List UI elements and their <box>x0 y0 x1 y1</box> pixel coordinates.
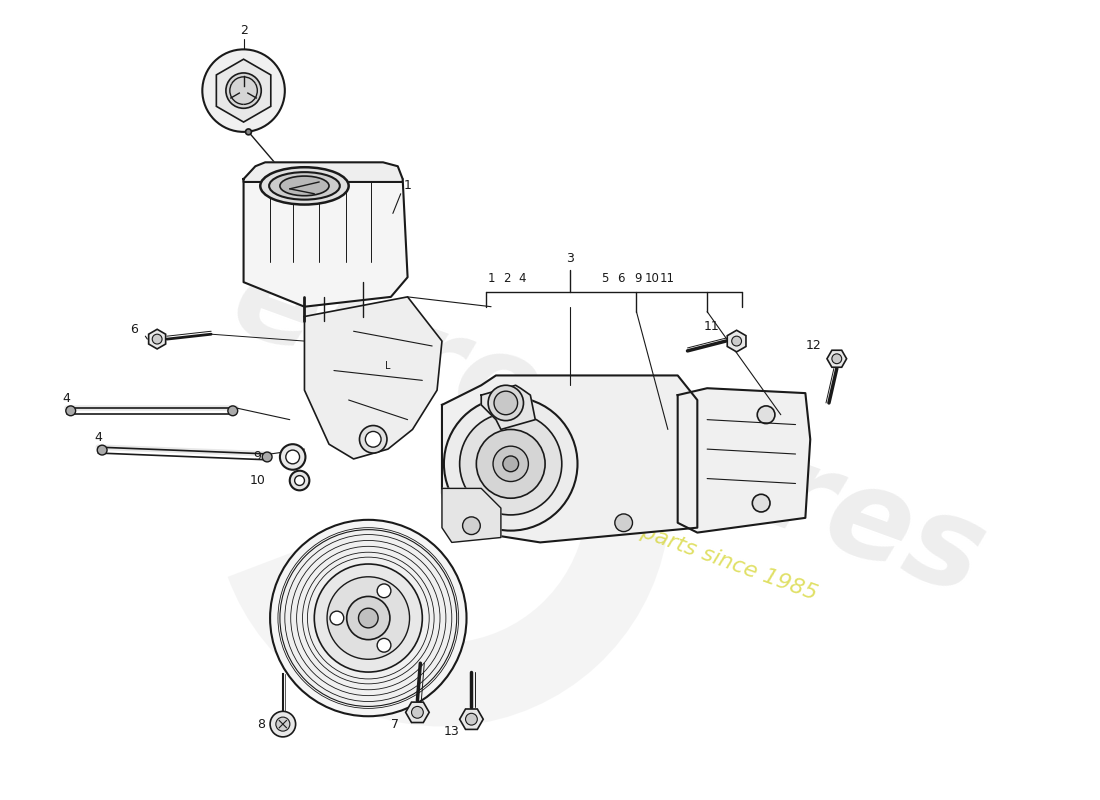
Circle shape <box>286 450 299 464</box>
Text: 11: 11 <box>703 320 719 333</box>
Text: 11: 11 <box>659 272 674 285</box>
Circle shape <box>327 577 409 659</box>
Circle shape <box>226 73 262 108</box>
Circle shape <box>494 391 518 414</box>
Circle shape <box>476 430 546 498</box>
Circle shape <box>757 406 774 423</box>
Polygon shape <box>727 330 746 352</box>
Circle shape <box>465 714 477 725</box>
Ellipse shape <box>270 172 340 200</box>
Circle shape <box>315 564 422 672</box>
Circle shape <box>488 386 524 421</box>
Text: L: L <box>385 361 390 370</box>
Text: 4: 4 <box>519 272 526 285</box>
Ellipse shape <box>261 167 349 205</box>
Text: 12: 12 <box>805 339 821 353</box>
Circle shape <box>460 413 562 515</box>
Text: 3: 3 <box>565 252 573 265</box>
Polygon shape <box>217 59 271 122</box>
Polygon shape <box>678 388 811 533</box>
Circle shape <box>66 406 76 416</box>
Text: 2: 2 <box>503 272 510 285</box>
Text: 4: 4 <box>63 391 70 405</box>
Polygon shape <box>442 375 697 542</box>
Text: 8: 8 <box>257 718 265 730</box>
Circle shape <box>377 584 390 598</box>
Circle shape <box>276 717 290 731</box>
Text: 1: 1 <box>404 179 411 192</box>
Circle shape <box>377 638 390 652</box>
Text: 9: 9 <box>635 272 642 285</box>
Ellipse shape <box>279 176 329 196</box>
Circle shape <box>732 336 741 346</box>
Circle shape <box>360 426 387 453</box>
Circle shape <box>262 452 272 462</box>
Circle shape <box>359 608 378 628</box>
Circle shape <box>365 431 381 447</box>
Text: 10: 10 <box>645 272 660 285</box>
Text: 5: 5 <box>602 272 608 285</box>
Polygon shape <box>148 330 166 349</box>
Text: a passion for parts since 1985: a passion for parts since 1985 <box>496 470 820 605</box>
Circle shape <box>615 514 632 532</box>
Circle shape <box>463 517 481 534</box>
Circle shape <box>152 334 162 344</box>
Text: 10: 10 <box>250 474 265 487</box>
Text: 6: 6 <box>617 272 625 285</box>
Circle shape <box>228 406 238 416</box>
Polygon shape <box>827 350 847 367</box>
Circle shape <box>411 706 424 718</box>
Circle shape <box>202 50 285 132</box>
Circle shape <box>493 446 528 482</box>
Text: 6: 6 <box>130 322 138 336</box>
Circle shape <box>752 494 770 512</box>
Circle shape <box>832 354 842 364</box>
Polygon shape <box>243 179 408 306</box>
Text: 2: 2 <box>240 24 248 38</box>
Circle shape <box>279 530 456 706</box>
Circle shape <box>503 456 518 472</box>
Circle shape <box>346 597 389 640</box>
Circle shape <box>279 444 306 470</box>
Circle shape <box>289 470 309 490</box>
Polygon shape <box>305 297 442 459</box>
Circle shape <box>271 711 296 737</box>
Circle shape <box>245 129 252 135</box>
Polygon shape <box>243 162 403 182</box>
Circle shape <box>444 397 578 530</box>
Circle shape <box>330 611 344 625</box>
Polygon shape <box>406 702 429 722</box>
Text: 4: 4 <box>95 431 102 444</box>
Circle shape <box>295 476 305 486</box>
Text: 13: 13 <box>444 726 460 738</box>
Text: 1: 1 <box>487 272 495 285</box>
Polygon shape <box>442 488 501 542</box>
Polygon shape <box>460 709 483 730</box>
Text: eurospares: eurospares <box>217 238 1001 622</box>
Text: 7: 7 <box>390 718 399 730</box>
Circle shape <box>97 445 107 455</box>
Polygon shape <box>482 386 536 430</box>
Text: 9: 9 <box>253 450 262 463</box>
Circle shape <box>271 520 466 716</box>
